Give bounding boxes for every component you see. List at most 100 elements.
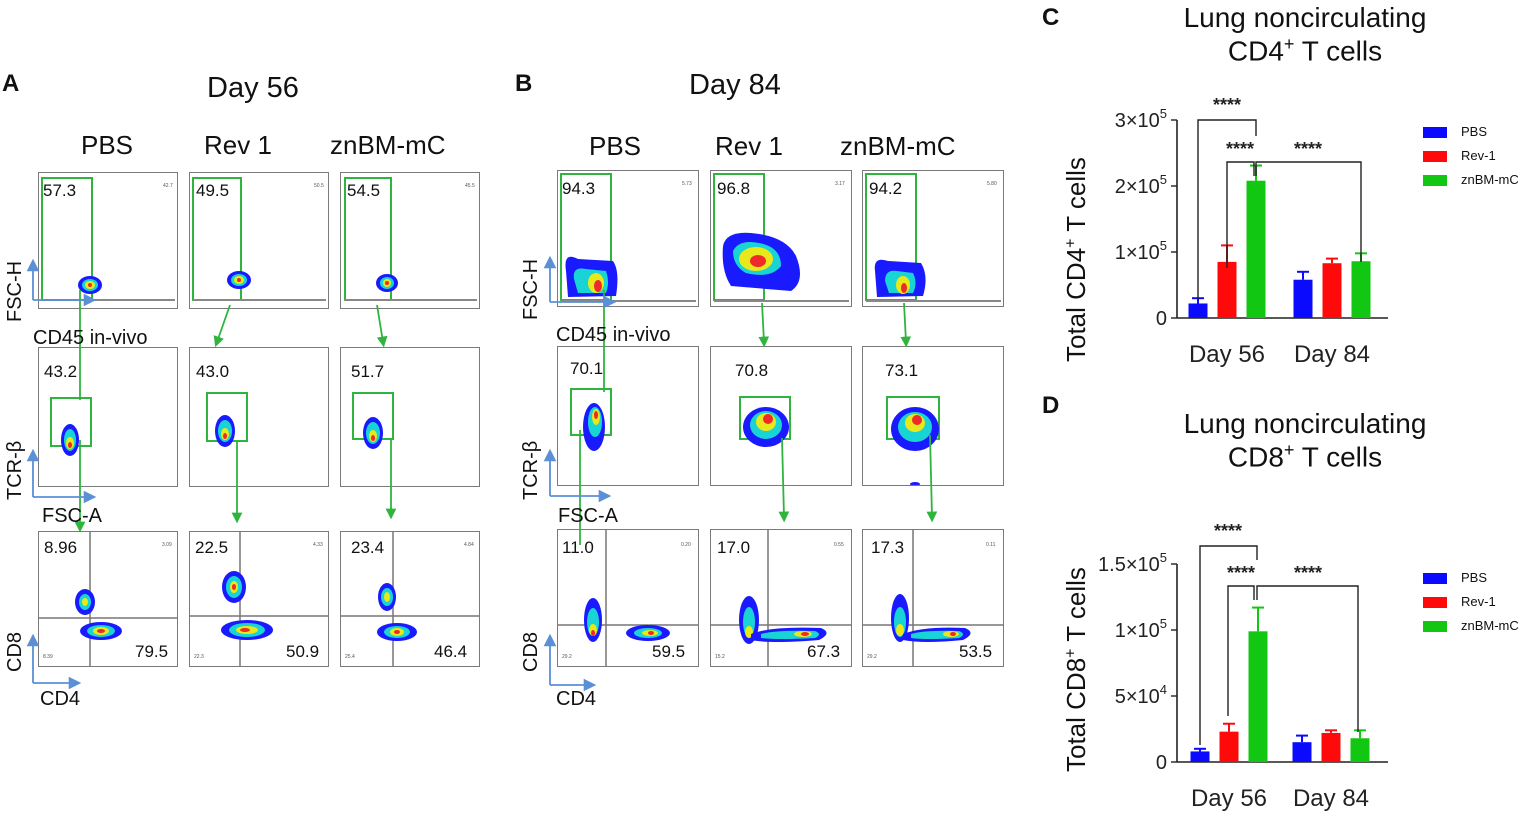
significance-label: ****	[1294, 139, 1322, 159]
gate-value: 54.5	[347, 181, 381, 200]
quadrant-ul-value: 23.4	[351, 538, 385, 557]
quadrant-lr-value: 50.9	[286, 642, 320, 661]
panel-letter-d: D	[1042, 392, 1060, 419]
col-title-a-znbm: znBM-mC	[330, 130, 446, 160]
axis-label-fsc-a-a: FSC-A	[42, 505, 102, 527]
quadrant-lr-value: 46.4	[434, 642, 468, 661]
quadrant-lr-value: 59.5	[652, 642, 686, 661]
col-title-b-pbs: PBS	[589, 131, 642, 161]
y-tick-exponent: 5	[1160, 106, 1167, 121]
flow-plot-a-pbs-row3: 8.96 79.5 3.09 8.39	[38, 531, 178, 667]
legend-swatch	[1423, 151, 1447, 163]
axis-label-cd45-b: CD45 in-vivo	[556, 324, 671, 346]
significance-label: ****	[1294, 563, 1322, 583]
legend-d-pbs: PBS	[1423, 570, 1487, 585]
quadrant-q2-value: 5.73	[682, 181, 692, 187]
axis-label-cd4-a: CD4	[40, 688, 81, 710]
y-tick-label: 1.5×105	[1098, 550, 1167, 576]
y-tick-exponent: 5	[1160, 238, 1167, 253]
quadrant-lr-value: 67.3	[807, 642, 841, 661]
y-tick-label: 0	[1156, 308, 1167, 330]
legend-c-pbs: PBS	[1423, 124, 1487, 139]
axis-label-cd4-b: CD4	[556, 688, 597, 710]
quadrant-ul-value: 17.0	[717, 538, 751, 557]
x-tick-label: Day 56	[1191, 785, 1267, 812]
gate-value: 94.3	[562, 179, 596, 198]
flow-plot-a-pbs-row1: 57.3 42.7	[38, 172, 178, 309]
legend-c-znbm: znBM-mC	[1423, 172, 1519, 187]
legend-d-znbm: znBM-mC	[1423, 618, 1519, 633]
quadrant-lr-value: 53.5	[959, 642, 993, 661]
flow-plot-graphic	[865, 173, 1001, 302]
flow-plot-b-rev1-row3: 17.0 67.3 0.55 15.2	[710, 529, 852, 667]
bar-rev-1-day-84	[1321, 732, 1341, 762]
col-title-b-rev1: Rev 1	[715, 131, 783, 161]
significance-bracket	[1227, 585, 1255, 716]
quadrant-q4-value: 29.2	[562, 654, 572, 660]
flow-plot-b-znbm-row1: 94.2 5.80	[862, 170, 1004, 307]
significance-label: ****	[1214, 521, 1242, 541]
col-title-b-znbm: znBM-mC	[840, 131, 956, 161]
significance-label: ****	[1226, 139, 1254, 159]
x-tick-label: Day 84	[1294, 341, 1370, 368]
bar-znbm-mc-day-84	[1350, 738, 1370, 762]
gate-value: 51.7	[351, 362, 385, 381]
gate-value: 96.8	[717, 179, 751, 198]
gate-value: 43.0	[196, 362, 230, 381]
flow-plot-graphic	[192, 177, 326, 301]
flow-plot-graphic	[739, 396, 791, 447]
gate-value: 57.3	[43, 181, 77, 200]
significance-bracket	[1255, 161, 1362, 262]
quadrant-q4-value: 22.3	[194, 654, 204, 660]
bar-rev-1-day-84	[1322, 263, 1342, 318]
gating-arrow	[758, 302, 770, 348]
legend-d-rev1: Rev-1	[1423, 594, 1496, 609]
panel-letter-c: C	[1042, 4, 1060, 31]
gate-value: 43.2	[44, 362, 78, 381]
flow-plot-graphic	[206, 392, 248, 447]
bar-pbs-day-84	[1292, 742, 1312, 762]
quadrant-q2-value: 0.55	[834, 542, 844, 548]
bar-pbs-day-84	[1293, 279, 1313, 318]
y-tick-label: 3×105	[1115, 106, 1167, 132]
flow-plot-graphic	[352, 392, 394, 449]
legend-swatch	[1423, 175, 1447, 187]
flow-plot-a-rev1-row2: 43.0	[189, 347, 329, 487]
quadrant-ul-value: 22.5	[195, 538, 229, 557]
significance-label: ****	[1213, 95, 1241, 115]
flow-plot-a-rev1-row3: 22.5 50.9 4.33 22.3	[189, 531, 329, 667]
quadrant-q2-value: 0.20	[681, 542, 691, 548]
gate-value: 73.1	[885, 361, 919, 380]
y-tick-exponent: 5	[1160, 616, 1167, 631]
gating-arrow	[778, 437, 790, 523]
gating-arrow	[900, 302, 912, 348]
flow-plot-a-znbm-row1: 54.5 45.5	[340, 172, 480, 309]
legend-swatch	[1423, 573, 1447, 585]
significance-label: ****	[1227, 563, 1255, 583]
flow-plot-graphic	[39, 532, 177, 666]
y-tick-label: 5×104	[1115, 682, 1167, 708]
axis-label-cd45-a: CD45 in-vivo	[33, 327, 148, 349]
quadrant-q4-value: 25.4	[345, 654, 355, 660]
flow-plot-graphic	[560, 173, 696, 302]
flow-plot-a-rev1-row1: 49.5 50.5	[189, 172, 329, 309]
significance-bracket	[1199, 545, 1258, 745]
y-tick-exponent: 5	[1160, 550, 1167, 565]
col-title-a-rev1: Rev 1	[204, 130, 272, 160]
bar-pbs-day-56	[1188, 303, 1208, 318]
y-tick-label: 1×105	[1115, 238, 1167, 264]
quadrant-lr-value: 79.5	[135, 642, 169, 661]
flow-plot-a-znbm-row3: 23.4 46.4 4.84 25.4	[340, 531, 480, 667]
gating-arrow	[213, 304, 231, 348]
flow-plot-graphic	[711, 530, 851, 666]
bar-rev-1-day-56	[1219, 731, 1239, 762]
flow-plot-a-pbs-row2: 43.2	[38, 347, 178, 487]
flow-plot-b-znbm-row3: 17.3 53.5 0.11 29.2	[862, 529, 1004, 667]
flow-plot-b-pbs-row1: 94.3 5.73	[557, 170, 699, 307]
bar-znbm-mc-day-56	[1246, 180, 1266, 318]
chart-d-title-line2: CD8+ T cells	[1227, 440, 1383, 473]
legend-swatch	[1423, 127, 1447, 139]
quadrant-ul-value: 17.3	[871, 538, 905, 557]
flow-plot-graphic	[558, 530, 698, 666]
